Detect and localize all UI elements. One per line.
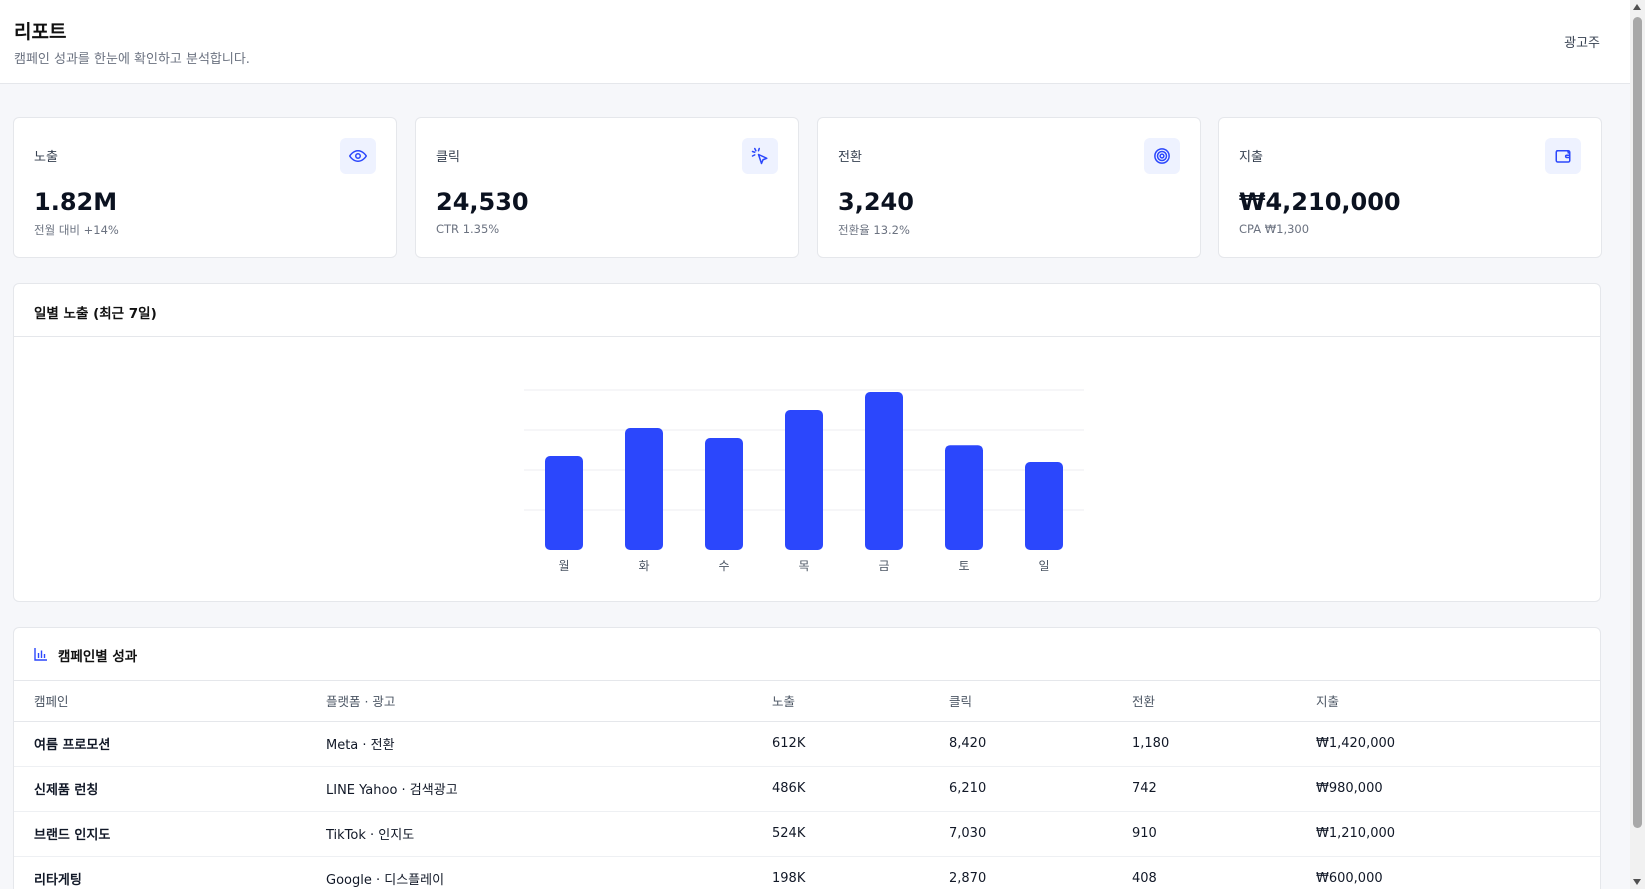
kpi-subtext: 전월 대비 +14% [34,223,119,237]
cell-impressions: 524K [772,811,949,857]
cell-clicks: 8,420 [949,721,1132,767]
cell-campaign: 리타게팅 [14,856,326,889]
kpi-card-impressions: 노출 1.82M 전월 대비 +14% [13,117,397,258]
cell-clicks: 2,870 [949,856,1132,889]
kpi-value: 24,530 [436,188,529,216]
kpi-card-spend: 지출 ₩4,210,000 CPA ₩1,300 [1218,117,1602,258]
scroll-thumb[interactable] [1633,17,1642,828]
cell-campaign: 브랜드 인지도 [14,811,326,857]
scroll-down-arrow[interactable] [1633,879,1641,885]
column-header-conversions[interactable]: 전환 [1132,681,1316,722]
x-tick-label: 토 [958,559,969,573]
wallet-icon [1545,138,1581,174]
chart-bar[interactable] [865,392,903,550]
kpi-subtext: 전환율 13.2% [838,223,910,237]
vertical-scrollbar[interactable] [1630,0,1645,889]
cell-conversions: 1,180 [1132,721,1316,767]
cell-campaign: 여름 프로모션 [14,721,326,767]
chart-bar[interactable] [945,445,983,550]
kpi-label: 전환 [838,150,862,165]
x-tick-label: 일 [1038,559,1049,573]
cell-impressions: 612K [772,721,949,767]
x-tick-label: 금 [878,559,889,573]
kpi-card-conversions: 전환 3,240 전환율 13.2% [817,117,1201,258]
cell-spend: ₩1,210,000 [1316,811,1600,857]
daily-impressions-chart-card: 일별 노출 (최근 7일) 월 화 수 목 금 토 일 [13,283,1601,602]
eye-icon [340,138,376,174]
table-row[interactable]: 브랜드 인지도 TikTok · 인지도 524K 7,030 910 ₩1,2… [14,811,1600,857]
cell-conversions: 742 [1132,766,1316,812]
chart-bar[interactable] [1025,462,1063,550]
cell-clicks: 6,210 [949,766,1132,812]
chart-bar[interactable] [785,410,823,550]
cell-conversions: 910 [1132,811,1316,857]
kpi-value: 1.82M [34,188,118,216]
x-tick-label: 수 [718,559,729,573]
table-row[interactable]: 리타게팅 Google · 디스플레이 198K 2,870 408 ₩600,… [14,856,1600,889]
page-title: 리포트 [14,21,67,43]
kpi-value: ₩4,210,000 [1239,188,1401,216]
table-header-bar: 캠페인별 성과 [14,628,1600,681]
cell-spend: ₩1,420,000 [1316,721,1600,767]
cell-campaign: 신제품 런칭 [14,766,326,812]
cell-clicks: 7,030 [949,811,1132,857]
page-subtitle: 캠페인 성과를 한눈에 확인하고 분석합니다. [14,52,250,67]
cell-platform: Meta · 전환 [326,721,772,767]
chart-bar[interactable] [705,438,743,550]
cell-platform: TikTok · 인지도 [326,811,772,857]
campaign-table: 캠페인 플랫폼 · 광고 노출 클릭 전환 지출 여름 프로모션 Meta · … [14,681,1600,889]
x-tick-label: 화 [638,559,649,573]
kpi-label: 노출 [34,150,58,165]
bar-chart-icon [34,648,47,661]
account-menu-link[interactable]: 광고주 [1564,36,1600,51]
page-header: 리포트 캠페인 성과를 한눈에 확인하고 분석합니다. 광고주 [0,0,1630,84]
cell-impressions: 198K [772,856,949,889]
cell-conversions: 408 [1132,856,1316,889]
table-row[interactable]: 신제품 런칭 LINE Yahoo · 검색광고 486K 6,210 742 … [14,766,1600,812]
kpi-subtext: CTR 1.35% [436,222,500,236]
cell-platform: LINE Yahoo · 검색광고 [326,766,772,812]
campaign-performance-card: 캠페인별 성과 캠페인 플랫폼 · 광고 노출 클릭 전환 지출 여름 프로모션… [13,627,1601,889]
column-header-platform[interactable]: 플랫폼 · 광고 [326,681,772,722]
x-tick-label: 목 [798,559,809,573]
chart-header: 일별 노출 (최근 7일) [14,284,1600,337]
chart-title: 일별 노출 (최근 7일) [34,306,157,322]
kpi-value: 3,240 [838,188,914,216]
kpi-card-clicks: 클릭 24,530 CTR 1.35% [415,117,799,258]
column-header-campaign[interactable]: 캠페인 [14,681,326,722]
table-row[interactable]: 여름 프로모션 Meta · 전환 612K 8,420 1,180 ₩1,42… [14,721,1600,767]
cell-spend: ₩600,000 [1316,856,1600,889]
column-header-clicks[interactable]: 클릭 [949,681,1132,722]
cell-spend: ₩980,000 [1316,766,1600,812]
cell-impressions: 486K [772,766,949,812]
column-header-impressions[interactable]: 노출 [772,681,949,722]
cell-platform: Google · 디스플레이 [326,856,772,889]
scroll-up-arrow[interactable] [1633,4,1641,10]
kpi-subtext: CPA ₩1,300 [1239,222,1310,236]
table-header-row: 캠페인 플랫폼 · 광고 노출 클릭 전환 지출 [14,681,1600,722]
kpi-label: 지출 [1239,150,1263,165]
target-icon [1144,138,1180,174]
column-header-spend[interactable]: 지출 [1316,681,1600,722]
chart-bar[interactable] [625,428,663,550]
pointer-click-icon [742,138,778,174]
chart-bar[interactable] [545,456,583,550]
table-title: 캠페인별 성과 [58,649,138,665]
x-tick-label: 월 [558,559,569,573]
kpi-label: 클릭 [436,150,460,165]
